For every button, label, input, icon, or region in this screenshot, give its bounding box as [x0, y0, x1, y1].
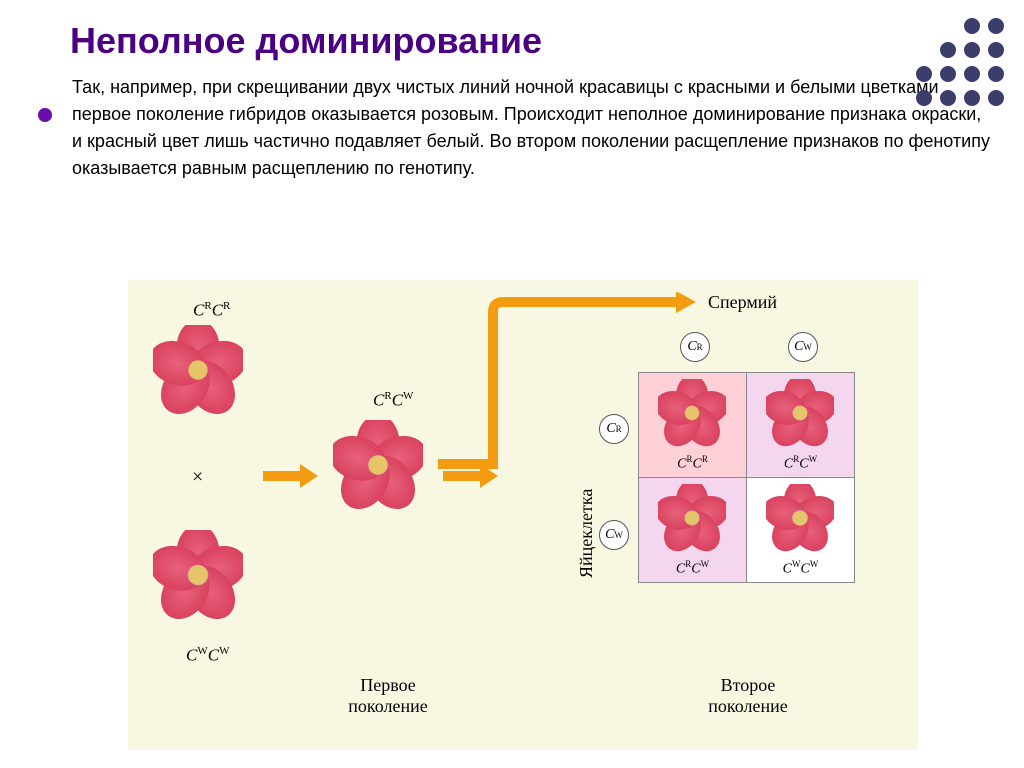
parent-red-flower — [153, 325, 243, 415]
f2-label: Второепоколение — [688, 675, 808, 717]
sperm-gamete-cw: CW — [788, 332, 818, 362]
parent-white-genotype: CWCW — [186, 645, 229, 666]
egg-gamete-cr: CR — [599, 414, 629, 444]
cross-symbol: × — [192, 466, 203, 489]
sperm-label: Спермий — [708, 292, 777, 313]
bullet-icon — [38, 108, 52, 122]
punnett-cell-rr: CRCR — [639, 373, 747, 478]
punnett-square: CRCR CRCW CRCW CWCW — [638, 372, 855, 583]
genetics-diagram: CRCR × CWCW CRCW Первоепоколение Спермий… — [128, 280, 918, 750]
arrow-right-icon — [443, 465, 498, 487]
punnett-cell-rw: CRCW — [747, 373, 855, 478]
arrow-to-f1-icon — [263, 465, 318, 487]
egg-gamete-cw: CW — [599, 520, 629, 550]
description-text: Так, например, при скрещивании двух чист… — [0, 62, 1024, 182]
f1-label: Первоепоколение — [333, 675, 443, 717]
decoration-dots — [916, 18, 1004, 106]
sperm-gamete-cr: CR — [680, 332, 710, 362]
parent-white-flower — [153, 530, 243, 620]
punnett-cell-ww: CWCW — [747, 478, 855, 583]
f1-genotype: CRCW — [373, 390, 413, 411]
punnett-cell-wr: CRCW — [639, 478, 747, 583]
f1-flower — [333, 420, 423, 510]
parent-red-genotype: CRCR — [193, 300, 230, 321]
page-title: Неполное доминирование — [0, 0, 1024, 62]
egg-label: Яйцеклетка — [576, 489, 597, 578]
